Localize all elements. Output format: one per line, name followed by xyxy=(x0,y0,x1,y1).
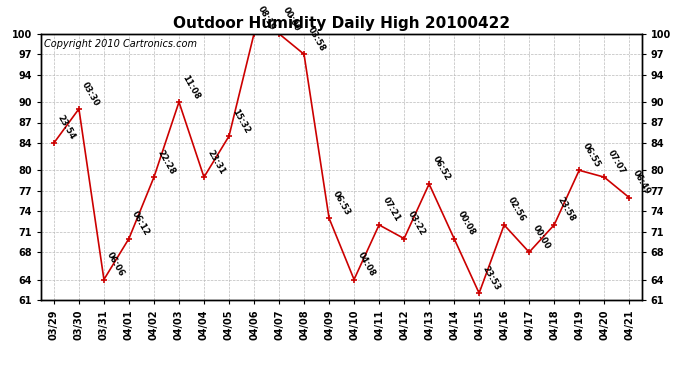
Text: 02:56: 02:56 xyxy=(506,196,526,223)
Text: 07:21: 07:21 xyxy=(380,196,402,223)
Text: 00:00: 00:00 xyxy=(280,5,302,32)
Text: 03:30: 03:30 xyxy=(80,80,101,108)
Text: 08:19: 08:19 xyxy=(255,5,277,32)
Text: 07:07: 07:07 xyxy=(606,148,627,176)
Text: 06:55: 06:55 xyxy=(580,141,602,169)
Text: 15:32: 15:32 xyxy=(230,107,252,135)
Text: 00:08: 00:08 xyxy=(455,210,477,237)
Text: Copyright 2010 Cartronics.com: Copyright 2010 Cartronics.com xyxy=(44,39,197,49)
Text: 11:08: 11:08 xyxy=(180,73,201,100)
Text: 06:12: 06:12 xyxy=(130,210,152,237)
Text: 03:58: 03:58 xyxy=(306,26,326,53)
Text: 06:52: 06:52 xyxy=(431,155,452,183)
Text: 23:58: 23:58 xyxy=(555,196,577,223)
Text: 06:06: 06:06 xyxy=(106,251,126,278)
Title: Outdoor Humidity Daily High 20100422: Outdoor Humidity Daily High 20100422 xyxy=(173,16,510,31)
Text: 06:49: 06:49 xyxy=(631,169,651,196)
Text: 06:53: 06:53 xyxy=(331,189,351,217)
Text: 23:53: 23:53 xyxy=(480,264,502,292)
Text: 04:08: 04:08 xyxy=(355,251,377,278)
Text: 03:22: 03:22 xyxy=(406,210,426,237)
Text: 00:00: 00:00 xyxy=(531,224,551,251)
Text: 23:54: 23:54 xyxy=(55,114,77,142)
Text: 23:31: 23:31 xyxy=(206,148,226,176)
Text: 22:28: 22:28 xyxy=(155,148,177,176)
